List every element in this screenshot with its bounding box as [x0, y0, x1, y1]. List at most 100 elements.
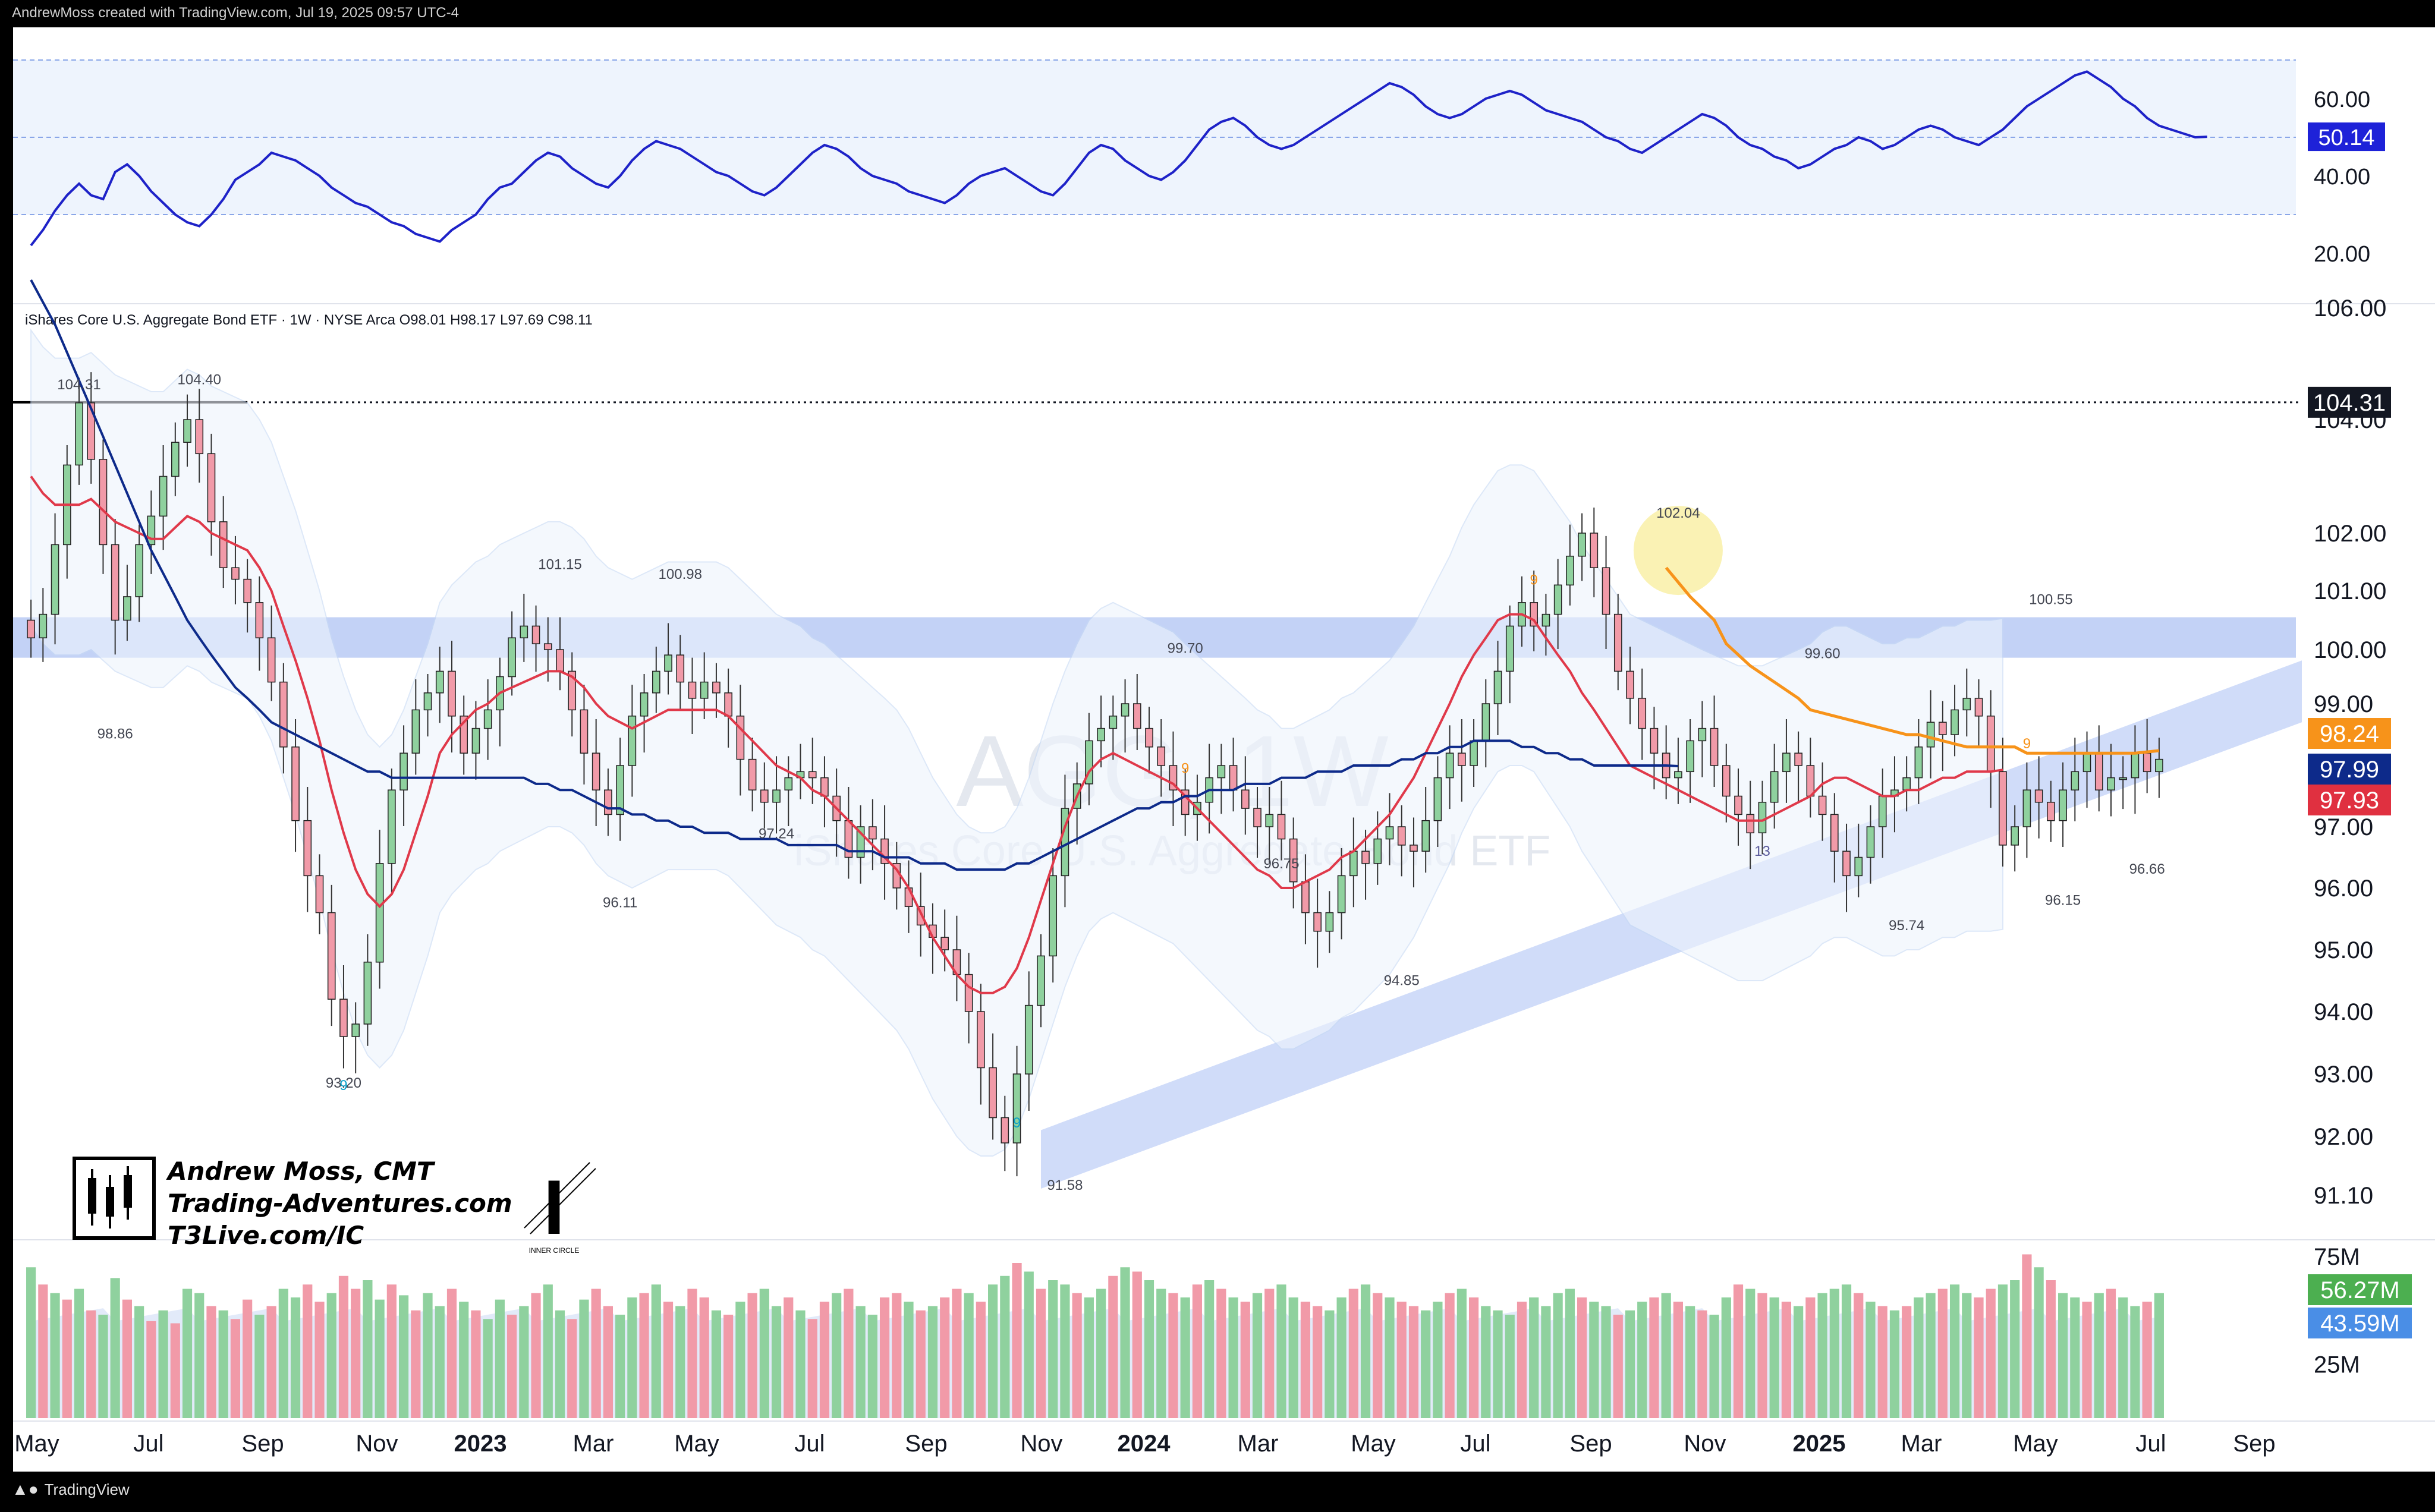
time-tick-label: Mar [1901, 1431, 1942, 1457]
volume-bar [146, 1321, 156, 1418]
volume-bar [2118, 1297, 2128, 1418]
time-tick-label: 2023 [454, 1431, 507, 1457]
candle-body [1410, 845, 1418, 852]
candle-body [2071, 771, 2079, 790]
candle-body [531, 625, 540, 644]
time-tick-label: Nov [356, 1431, 398, 1457]
volume-bar [759, 1289, 769, 1418]
candle-body [1265, 814, 1274, 827]
volume-bar [555, 1310, 565, 1418]
ma-line-sma10 [30, 475, 2003, 994]
time-tick-label: Jul [794, 1431, 825, 1457]
candle-body [1566, 556, 1574, 586]
price-value-badge [2308, 754, 2391, 785]
candle-body [1818, 795, 1827, 815]
volume-bar [446, 1289, 457, 1418]
candle-body [964, 974, 973, 1012]
chart-canvas[interactable]: 20.00 40.00 60.00 50.14 iShares Core U.S. Ag… [13, 27, 2435, 1472]
volume-bar [567, 1319, 577, 1418]
candle-body [664, 654, 672, 672]
volume-bar [1926, 1293, 1936, 1418]
volume-bar [1721, 1297, 1731, 1418]
candle-body [255, 602, 264, 638]
volume-bar [230, 1319, 241, 1418]
volume-bar [1000, 1275, 1010, 1418]
candle-body [27, 619, 35, 638]
attribution-text: AndrewMoss created with TradingView.com,… [12, 5, 459, 21]
volume-bar [1601, 1306, 1611, 1418]
candle-body [435, 670, 444, 694]
candle-body [87, 402, 96, 460]
volume-bar [699, 1297, 709, 1418]
rsi-line [30, 70, 2207, 247]
volume-bar [1264, 1289, 1275, 1418]
avwap-line [1665, 566, 2160, 755]
price-value-badge [2308, 718, 2391, 749]
volume-bar [1325, 1310, 1335, 1418]
candle-body [808, 771, 817, 779]
candle-body [171, 442, 180, 477]
volume-bar [1685, 1306, 1695, 1418]
chart-legend: iShares Core U.S. Aggregate Bond ETF · 1… [25, 312, 593, 328]
volume-value-badge-text: 43.59M [2320, 1311, 2399, 1337]
volume-bar [1120, 1267, 1130, 1418]
candle-body [99, 459, 108, 546]
candle-body [640, 692, 649, 717]
candle-body [2034, 789, 2043, 803]
volume-bar [1517, 1302, 1527, 1418]
price-tick-label: 99.00 [2314, 691, 2373, 717]
volume-bar [615, 1315, 625, 1418]
candle-body [820, 777, 829, 797]
time-tick-label: Sep [1569, 1431, 1612, 1457]
volume-bar [1553, 1293, 1563, 1418]
volume-bar [266, 1306, 276, 1418]
volume-bar [1024, 1271, 1034, 1418]
candle-body [568, 670, 577, 711]
volume-bar [844, 1289, 854, 1418]
price-tick-label: 101.00 [2314, 578, 2386, 604]
candle-body [327, 912, 336, 1000]
volume-bar [290, 1297, 301, 1418]
volume-bar [2058, 1293, 2068, 1418]
volume-bar [1541, 1306, 1551, 1418]
td-sequential-mark: 9 [339, 1078, 347, 1094]
candle-body [1710, 727, 1719, 766]
time-tick-label: May [2013, 1431, 2058, 1457]
candle-body [1613, 613, 1622, 672]
volume-bar [1781, 1302, 1792, 1418]
volume-bar [1565, 1289, 1575, 1418]
tradingview-logo-icon: ▲● [12, 1480, 39, 1498]
candle-body [1012, 1073, 1021, 1144]
time-tick-label: Nov [1684, 1431, 1726, 1457]
branding-block: Andrew Moss, CMT Trading-Adventures.com … [73, 1157, 596, 1264]
candle-body [1650, 727, 1659, 754]
volume-bar [892, 1293, 902, 1418]
volume-bar [651, 1284, 661, 1418]
candle-body [423, 692, 432, 711]
time-tick-label: Jul [2135, 1431, 2166, 1457]
footer-brand[interactable]: ▲● TradingView [12, 1480, 130, 1499]
candle-body [1325, 912, 1334, 932]
volume-bar [398, 1295, 409, 1418]
volume-bar [771, 1306, 782, 1418]
candle-body [267, 637, 276, 683]
volume-bar [1204, 1280, 1215, 1418]
candle-body [2082, 752, 2091, 773]
candle-body [1001, 1117, 1009, 1144]
volume-bar [952, 1289, 962, 1418]
candle-body [1602, 567, 1610, 615]
candlestick-logo-icon [73, 1157, 156, 1240]
candle-body [1854, 856, 1863, 877]
candle-body [1505, 625, 1514, 672]
candle-body [1902, 777, 1911, 790]
candle-body [1746, 814, 1755, 834]
volume-bar [375, 1299, 385, 1418]
price-value-badge [2308, 386, 2391, 418]
candle-body [183, 419, 191, 443]
volume-bar [1396, 1302, 1407, 1418]
volume-bar [1300, 1302, 1311, 1418]
volume-bar [74, 1289, 84, 1418]
candle-body [291, 746, 300, 821]
volume-bar [170, 1323, 180, 1418]
volume-bar [1456, 1289, 1467, 1418]
